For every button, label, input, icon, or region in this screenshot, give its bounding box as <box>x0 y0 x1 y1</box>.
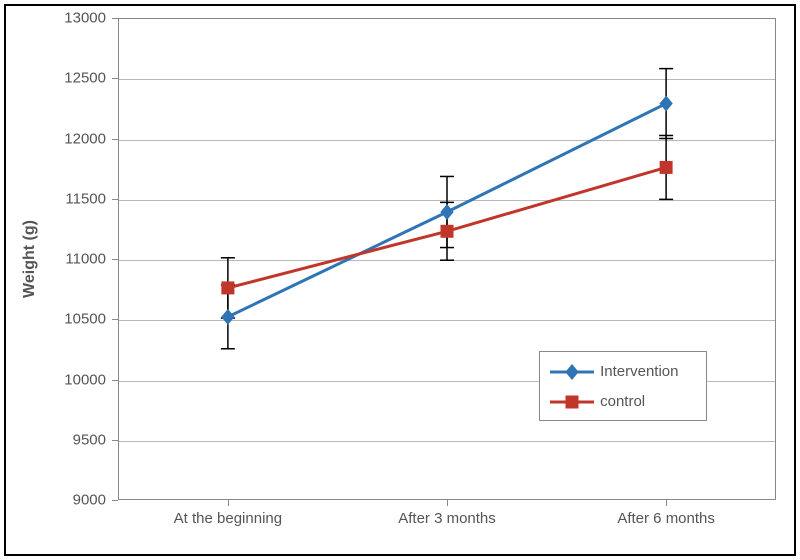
y-tick-label: 10500 <box>56 311 106 328</box>
x-tick-label: After 6 months <box>617 510 715 527</box>
y-tick-label: 10000 <box>56 371 106 388</box>
chart-svg <box>118 18 776 500</box>
y-tick <box>112 500 118 501</box>
legend-swatch <box>550 362 594 382</box>
series-marker <box>441 225 453 237</box>
x-tick <box>447 500 448 506</box>
weight-over-time-chart: 9000 9500 10000 10500 11000 11500 12000 12500 13… <box>0 0 800 560</box>
series-marker <box>441 205 453 219</box>
y-tick-label: 12500 <box>56 70 106 87</box>
x-tick <box>666 500 667 506</box>
x-tick-label: After 3 months <box>398 510 496 527</box>
legend-label: Intervention <box>600 363 678 380</box>
legend: Intervention control <box>539 351 707 421</box>
series-marker <box>222 310 234 324</box>
y-tick-label: 9000 <box>56 492 106 509</box>
square-icon <box>562 392 582 412</box>
y-tick-label: 9500 <box>56 431 106 448</box>
series-marker <box>660 96 672 110</box>
legend-label: control <box>600 393 645 410</box>
diamond-icon <box>562 362 582 382</box>
x-tick-label: At the beginning <box>174 510 282 527</box>
series-marker <box>222 282 234 294</box>
y-tick-label: 11500 <box>56 190 106 207</box>
series-marker <box>660 161 672 173</box>
x-tick <box>228 500 229 506</box>
y-tick-label: 13000 <box>56 10 106 27</box>
legend-swatch <box>550 392 594 412</box>
y-tick-label: 12000 <box>56 130 106 147</box>
y-axis-label: Weight (g) <box>21 220 39 298</box>
legend-item: control <box>550 392 645 412</box>
y-tick-label: 11000 <box>56 251 106 268</box>
legend-item: Intervention <box>550 362 678 382</box>
